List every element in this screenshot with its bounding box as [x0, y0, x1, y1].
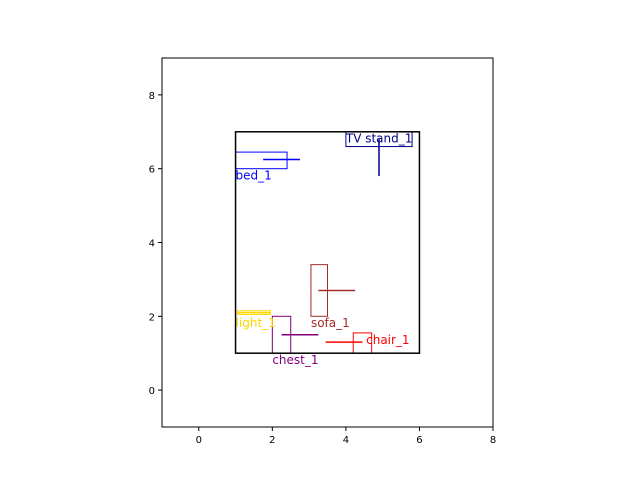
tv-stand-1-label: TV stand_1: [345, 132, 413, 146]
chest-1-label: chest_1: [272, 353, 318, 367]
y-tick-label: 4: [149, 239, 155, 250]
y-tick-label: 2: [149, 312, 155, 323]
x-tick-label: 8: [490, 435, 496, 446]
axis-ticks: 0 2 4 6 8 0 2 4 6 8: [149, 91, 497, 446]
room-boundary: [234, 131, 421, 354]
x-tick-label: 6: [416, 435, 422, 446]
x-tick-label: 0: [196, 435, 202, 446]
light-1-label: light_1: [236, 316, 276, 330]
room-layer: [234, 131, 421, 354]
plot-area: [161, 57, 494, 428]
x-tick-label: 4: [343, 435, 349, 446]
y-tick-label: 0: [149, 386, 155, 397]
sofa-1-label: sofa_1: [311, 316, 350, 330]
chair-1-label: chair_1: [366, 333, 409, 347]
label-layer: TV stand_1 bed_1 sofa_1 light_1 chest_1 chair…: [236, 132, 413, 367]
y-tick-label: 6: [149, 165, 155, 176]
x-tick-label: 2: [269, 435, 275, 446]
bed-1-label: bed_1: [236, 169, 272, 183]
y-tick-label: 8: [149, 91, 155, 102]
